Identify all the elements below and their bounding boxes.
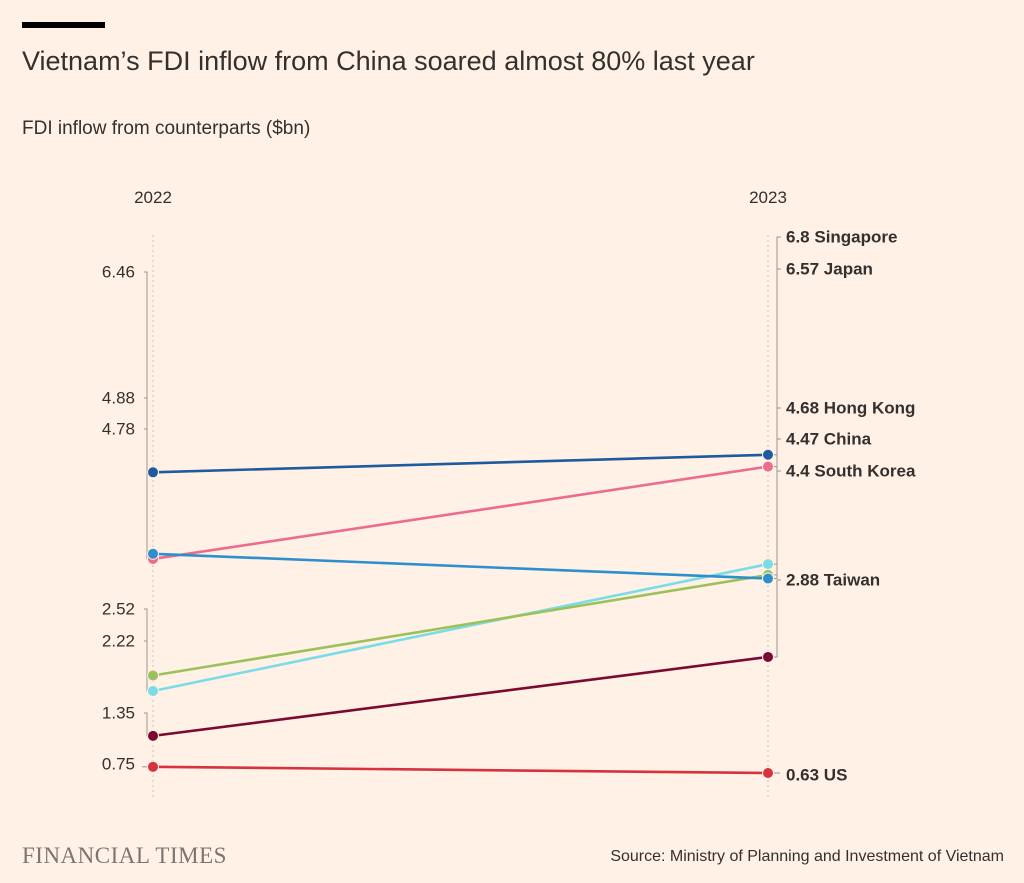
connector-2023-japan: [771, 268, 781, 468]
year-label-2023: 2023: [749, 188, 787, 207]
connector-2022-china: [144, 608, 150, 677]
connector-2023-taiwan: [771, 579, 781, 658]
series-line-china: [152, 573, 769, 677]
point-2022-china: [147, 669, 159, 682]
chart-title: Vietnam’s FDI inflow from China soared a…: [22, 46, 755, 76]
point-2022-taiwan: [147, 729, 159, 742]
value-label-2023-south-korea: 4.4 South Korea: [786, 462, 916, 481]
series-line-south-korea: [152, 552, 769, 580]
value-label-2023-china: 4.47 China: [786, 430, 872, 449]
point-2023-us: [762, 767, 774, 780]
value-label-2023-japan: 6.57 Japan: [786, 260, 873, 279]
point-2023-singapore: [762, 448, 774, 461]
year-label-2022: 2022: [134, 188, 172, 207]
value-label-2022-hong-kong: 2.22: [102, 632, 135, 651]
series-line-hong-kong: [152, 562, 769, 693]
series-line-taiwan: [152, 655, 769, 738]
publisher-logo: FINANCIAL TIMES: [22, 843, 227, 868]
point-2022-south-korea: [147, 547, 159, 560]
value-label-2022-south-korea: 4.88: [102, 389, 135, 408]
point-2022-singapore: [147, 466, 159, 479]
connector-2023-china: [771, 438, 781, 576]
header-rule: [22, 22, 105, 28]
value-label-2022-taiwan: 1.35: [102, 704, 135, 723]
chart-subtitle: FDI inflow from counterparts ($bn): [22, 118, 311, 139]
point-2022-hong-kong: [147, 684, 159, 697]
value-label-2023-us: 0.63 US: [786, 766, 847, 785]
value-label-2023-taiwan: 2.88 Taiwan: [786, 571, 880, 590]
value-label-2022-china: 2.52: [102, 600, 135, 619]
value-label-2022-singapore: 6.46: [102, 263, 135, 282]
series-line-japan: [152, 465, 769, 561]
connector-2023-singapore: [771, 236, 781, 456]
value-label-2023-singapore: 6.8 Singapore: [786, 228, 897, 247]
connector-2023-hong-kong: [771, 407, 781, 565]
series-line-singapore: [152, 453, 769, 474]
point-2023-taiwan: [762, 650, 774, 663]
value-label-2023-hong-kong: 4.68 Hong Kong: [786, 399, 915, 418]
point-2023-japan: [762, 460, 774, 473]
point-2022-us: [147, 760, 159, 773]
point-2023-south-korea: [762, 572, 774, 585]
value-label-2022-japan: 4.78: [102, 420, 135, 439]
source-note: Source: Ministry of Planning and Investm…: [610, 848, 1004, 865]
series-line-us: [152, 765, 769, 775]
value-label-2022-us: 0.75: [102, 755, 135, 774]
point-2023-hong-kong: [762, 558, 774, 571]
